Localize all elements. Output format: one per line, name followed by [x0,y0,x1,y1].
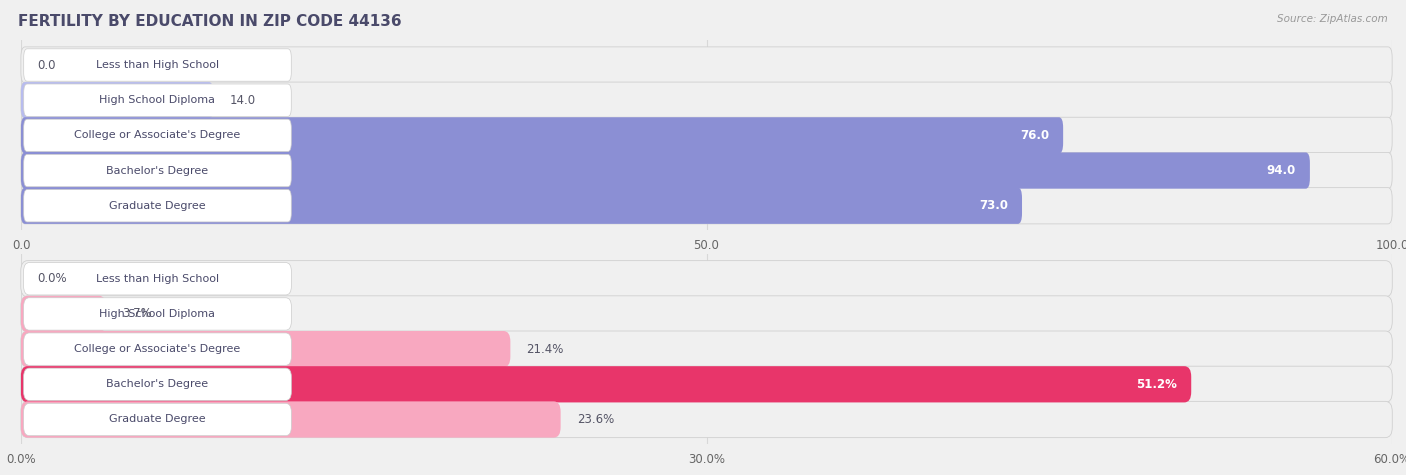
FancyBboxPatch shape [24,298,291,330]
Text: Less than High School: Less than High School [96,60,219,70]
Text: 23.6%: 23.6% [576,413,614,426]
FancyBboxPatch shape [24,190,291,222]
Text: Graduate Degree: Graduate Degree [110,415,205,425]
Text: College or Associate's Degree: College or Associate's Degree [75,344,240,354]
Text: Less than High School: Less than High School [96,274,219,284]
FancyBboxPatch shape [24,263,291,295]
Text: 0.0: 0.0 [38,58,56,72]
Text: 3.7%: 3.7% [122,307,152,321]
FancyBboxPatch shape [21,152,1392,189]
FancyBboxPatch shape [24,368,291,400]
FancyBboxPatch shape [21,117,1063,153]
Text: College or Associate's Degree: College or Associate's Degree [75,130,240,141]
FancyBboxPatch shape [21,261,1392,297]
Text: 14.0: 14.0 [229,94,256,107]
FancyBboxPatch shape [21,188,1022,224]
Text: High School Diploma: High School Diploma [100,309,215,319]
Text: FERTILITY BY EDUCATION IN ZIP CODE 44136: FERTILITY BY EDUCATION IN ZIP CODE 44136 [18,14,402,29]
FancyBboxPatch shape [24,84,291,116]
FancyBboxPatch shape [21,117,1392,153]
FancyBboxPatch shape [24,119,291,152]
FancyBboxPatch shape [21,47,1392,83]
Text: 94.0: 94.0 [1267,164,1296,177]
Text: 21.4%: 21.4% [526,342,564,356]
Text: 73.0: 73.0 [979,199,1008,212]
Text: Bachelor's Degree: Bachelor's Degree [107,380,208,390]
Text: High School Diploma: High School Diploma [100,95,215,105]
FancyBboxPatch shape [21,401,1392,437]
FancyBboxPatch shape [21,188,1392,224]
Text: Graduate Degree: Graduate Degree [110,201,205,211]
FancyBboxPatch shape [24,333,291,365]
FancyBboxPatch shape [21,331,510,367]
FancyBboxPatch shape [21,296,1392,332]
Text: Source: ZipAtlas.com: Source: ZipAtlas.com [1277,14,1388,24]
FancyBboxPatch shape [21,296,105,332]
Text: 76.0: 76.0 [1021,129,1049,142]
FancyBboxPatch shape [24,403,291,436]
FancyBboxPatch shape [21,152,1310,189]
Text: Bachelor's Degree: Bachelor's Degree [107,166,208,176]
FancyBboxPatch shape [21,82,1392,118]
FancyBboxPatch shape [24,154,291,187]
FancyBboxPatch shape [21,331,1392,367]
FancyBboxPatch shape [21,401,561,437]
Text: 0.0%: 0.0% [38,272,67,285]
FancyBboxPatch shape [21,366,1392,402]
FancyBboxPatch shape [21,82,214,118]
Text: 51.2%: 51.2% [1136,378,1177,391]
FancyBboxPatch shape [21,366,1191,402]
FancyBboxPatch shape [24,49,291,81]
